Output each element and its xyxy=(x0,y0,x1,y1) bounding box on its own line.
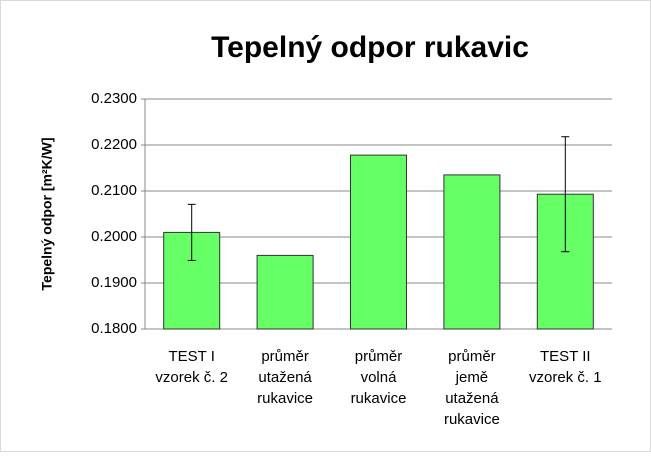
x-tick-label: rukavice xyxy=(351,390,407,407)
bar xyxy=(256,254,314,330)
x-tick-label: průměr xyxy=(261,348,309,365)
x-tick-label: jemě xyxy=(455,369,489,386)
bar xyxy=(350,154,407,330)
y-axis-label: Tepelný odpor [m²K/W] xyxy=(39,138,55,291)
x-tick-label: rukavice xyxy=(444,411,500,428)
x-tick-label: vzorek č. 2 xyxy=(155,369,228,386)
x-tick-label: utažená xyxy=(445,390,499,407)
y-tick-label: 0.2200 xyxy=(91,136,137,153)
x-tick-label: TEST I xyxy=(168,348,214,365)
y-tick-label: 0.2000 xyxy=(91,228,137,245)
y-tick-label: 0.1900 xyxy=(91,274,137,291)
x-tick-label: rukavice xyxy=(257,390,313,407)
bar xyxy=(443,174,501,330)
x-tick-label: vzorek č. 1 xyxy=(529,369,602,386)
bar xyxy=(536,193,594,330)
x-tick-label: utažená xyxy=(258,369,312,386)
x-tick-label: volná xyxy=(361,369,398,386)
x-tick-label: průměr xyxy=(448,348,496,365)
x-tick-label: průměr xyxy=(355,348,403,365)
x-tick-label: TEST II xyxy=(540,348,591,365)
chart-title: Tepelný odpor rukavic xyxy=(211,31,529,64)
bar xyxy=(163,231,221,330)
y-tick-label: 0.1800 xyxy=(91,320,137,337)
y-tick-label: 0.2300 xyxy=(91,90,137,107)
y-tick-label: 0.2100 xyxy=(91,182,137,199)
